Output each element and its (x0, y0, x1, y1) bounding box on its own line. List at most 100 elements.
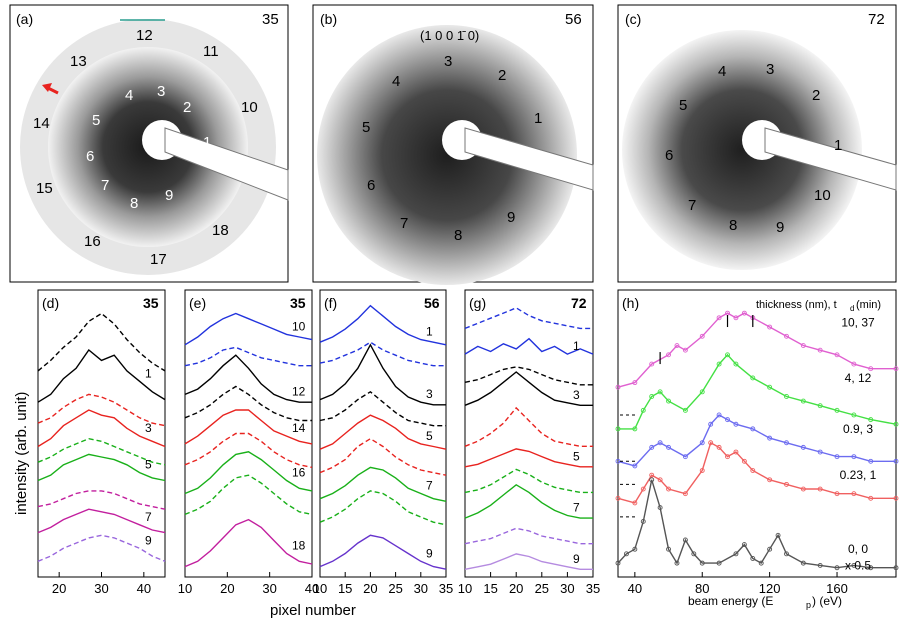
data-point (868, 417, 874, 423)
series-line (319, 304, 447, 346)
curve-label: 3 (573, 388, 580, 402)
panel-label: (d) (42, 295, 59, 311)
data-point (733, 315, 739, 321)
data-point (784, 333, 789, 339)
data-point (623, 551, 629, 557)
series-line (464, 483, 593, 519)
spot-label: 1 (534, 110, 542, 127)
data-point (767, 546, 773, 552)
series-line (319, 534, 447, 570)
spot-label: 17 (150, 251, 167, 268)
data-point (784, 481, 789, 487)
series-line (464, 366, 593, 386)
spot-label: 6 (367, 177, 375, 194)
data-point (817, 347, 823, 353)
series-line (184, 354, 312, 403)
spot-label: 8 (729, 217, 737, 234)
data-point (632, 426, 638, 432)
x-tick-label: 15 (483, 581, 497, 596)
data-point (699, 560, 705, 566)
data-point (666, 444, 671, 450)
panel-label: (g) (469, 295, 486, 311)
data-point (682, 407, 688, 413)
curve-label: 5 (145, 458, 152, 472)
spot-label: 9 (776, 219, 784, 236)
series-line (464, 468, 593, 494)
spot-label: 8 (454, 227, 462, 244)
spot-label: 4 (718, 63, 726, 80)
series-label: 0, 0 (848, 542, 868, 556)
data-point (784, 440, 789, 446)
spot-label: 5 (679, 97, 687, 114)
data-point (649, 394, 655, 399)
series-line (37, 534, 166, 562)
panel-label-c: (c) (625, 11, 641, 27)
data-point (615, 560, 621, 566)
data-point (657, 505, 663, 511)
x-tick-label: 10 (313, 581, 327, 596)
x-tick-label: 30 (262, 581, 276, 596)
curve-label: 3 (426, 387, 433, 401)
data-point (699, 440, 705, 446)
data-point (893, 366, 899, 372)
panel-number-a: 35 (262, 11, 279, 28)
x-axis-label-h: beam energy (E (688, 594, 773, 608)
legend-title-sub: d (850, 304, 854, 313)
curve-label: 10 (292, 319, 306, 333)
curve-label: 3 (145, 421, 152, 435)
data-point (666, 398, 671, 404)
data-point (784, 394, 789, 399)
series-line (464, 371, 593, 406)
series-line (184, 432, 313, 469)
series-line (464, 406, 593, 447)
x-tick-label: 25 (535, 581, 549, 596)
curve-label: 7 (426, 479, 433, 493)
data-point (834, 491, 840, 497)
series-line (464, 307, 593, 330)
data-point (699, 333, 705, 339)
series-line (617, 441, 896, 504)
data-point (716, 315, 722, 321)
data-point (615, 495, 621, 501)
panel-number-b: 56 (565, 11, 582, 28)
curve-label: 7 (145, 510, 152, 524)
panel-label: (h) (622, 295, 639, 311)
data-point (716, 412, 722, 418)
series-line (184, 346, 312, 367)
data-point (725, 417, 730, 423)
series-line (464, 448, 593, 468)
data-point (733, 421, 739, 427)
data-point (666, 546, 671, 552)
panel-title: 35 (143, 295, 159, 311)
data-point (632, 546, 638, 552)
data-point (767, 384, 773, 390)
data-point (851, 491, 857, 497)
plot-frame (319, 289, 447, 578)
spot-label: 7 (688, 197, 696, 214)
data-point (725, 352, 730, 358)
data-point (741, 310, 747, 316)
spot-label: 6 (665, 147, 673, 164)
plot-frame (464, 289, 594, 578)
series-line (319, 490, 447, 526)
data-point (851, 361, 857, 367)
x-tick-label: 35 (586, 581, 600, 596)
series-line (617, 479, 896, 569)
spot-labels-a: 1 2 3 4 5 6 7 8 9 10 11 12 13 14 15 16 1… (33, 27, 258, 268)
series-line (37, 508, 166, 534)
x-tick-label: 20 (363, 581, 377, 596)
spot-label: 9 (507, 209, 515, 226)
curve-label: 18 (292, 539, 306, 553)
x-tick-label: 35 (439, 581, 453, 596)
spot-label: 7 (400, 215, 408, 232)
x-axis-label-sub: p (806, 600, 811, 610)
data-point (699, 389, 705, 395)
data-point (708, 440, 714, 446)
data-point (750, 375, 756, 381)
series-line (37, 312, 166, 372)
leed-panel-b: (b) 56 (1 0 0 1̄ 0) 1 2 3 4 5 6 7 8 9 (312, 4, 594, 285)
x-tick-label: 15 (338, 581, 352, 596)
series-line (319, 343, 446, 406)
x-tick-label: 160 (826, 581, 848, 596)
data-point (893, 565, 899, 571)
